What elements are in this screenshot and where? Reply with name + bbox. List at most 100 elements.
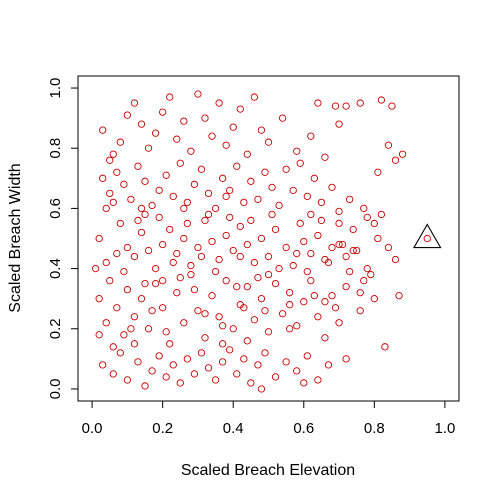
data-point	[391, 255, 400, 264]
data-point	[137, 204, 146, 213]
data-point	[120, 180, 128, 188]
data-point	[247, 379, 255, 387]
data-point	[102, 204, 110, 213]
data-point	[141, 382, 149, 390]
data-point	[197, 165, 206, 173]
data-point	[113, 304, 121, 312]
data-point	[377, 210, 386, 219]
data-point	[254, 361, 262, 369]
data-point	[268, 183, 276, 191]
data-point	[180, 117, 188, 125]
data-point	[360, 204, 368, 213]
x-tick-label: 0.2	[152, 420, 173, 437]
data-point	[183, 219, 192, 228]
data-point	[264, 252, 273, 261]
data-point	[190, 370, 199, 378]
data-point	[106, 156, 114, 164]
data-point	[159, 240, 167, 249]
data-point	[303, 352, 311, 360]
data-point	[183, 198, 192, 207]
data-point	[236, 105, 244, 113]
data-point	[310, 292, 319, 300]
data-point	[321, 334, 329, 342]
y-tick-label: 0.0	[47, 379, 64, 400]
data-point	[257, 234, 266, 243]
x-axis-title: Scaled Breach Elevation	[181, 462, 355, 479]
data-point	[109, 370, 117, 378]
data-point	[151, 264, 160, 273]
data-point	[123, 111, 132, 119]
data-point	[218, 340, 227, 348]
data-point	[194, 90, 202, 98]
data-point	[317, 198, 326, 207]
data-point	[162, 328, 170, 336]
data-point	[137, 295, 146, 303]
data-point	[166, 225, 174, 234]
data-point	[342, 102, 350, 110]
data-point	[194, 243, 202, 252]
data-point	[275, 264, 283, 273]
data-point	[293, 367, 301, 375]
data-point	[99, 174, 107, 182]
x-tick-label: 1.0	[434, 420, 455, 437]
data-point	[130, 313, 139, 321]
data-point	[183, 355, 192, 363]
data-point	[286, 301, 294, 309]
data-point	[229, 246, 237, 255]
data-point	[120, 267, 128, 276]
data-point	[314, 313, 322, 321]
data-point	[264, 328, 273, 336]
data-point	[159, 108, 167, 116]
data-point	[250, 258, 259, 267]
data-point	[374, 234, 382, 243]
data-point	[226, 213, 234, 222]
data-point	[226, 186, 234, 195]
data-point	[363, 264, 371, 273]
data-point	[134, 358, 142, 366]
data-point	[215, 255, 223, 264]
data-point	[307, 249, 315, 258]
data-point	[356, 99, 364, 107]
data-point	[314, 99, 322, 107]
data-point	[123, 376, 132, 384]
data-point	[261, 307, 269, 315]
data-point	[303, 192, 311, 201]
data-point	[208, 237, 216, 246]
data-point	[116, 219, 124, 228]
data-point	[374, 168, 382, 176]
data-point	[282, 358, 290, 366]
data-point	[169, 192, 177, 201]
data-point	[137, 228, 146, 237]
data-point	[166, 93, 174, 101]
data-point	[176, 159, 184, 167]
data-point	[91, 264, 100, 273]
data-point	[194, 307, 202, 315]
data-point	[300, 379, 308, 387]
data-point	[289, 261, 297, 270]
data-point	[282, 165, 290, 173]
data-point	[215, 313, 223, 321]
data-point	[215, 99, 223, 107]
data-point	[247, 216, 255, 225]
data-point	[342, 355, 350, 363]
data-point	[120, 331, 128, 339]
data-point	[144, 325, 153, 333]
data-point	[102, 319, 110, 327]
highlight-point	[423, 234, 431, 243]
data-point	[293, 322, 301, 330]
data-point	[204, 189, 213, 198]
data-point	[222, 192, 230, 201]
data-point	[113, 168, 121, 176]
data-point	[180, 234, 188, 243]
data-point	[240, 198, 248, 207]
y-tick-label: 0.2	[47, 318, 64, 339]
data-point	[113, 249, 121, 258]
data-point	[95, 331, 103, 339]
data-point	[180, 319, 188, 327]
data-point	[278, 310, 287, 318]
data-point	[130, 99, 139, 107]
data-point	[300, 298, 308, 306]
data-point	[155, 352, 163, 360]
y-tick-label: 1.0	[47, 78, 64, 99]
data-point	[204, 364, 213, 372]
